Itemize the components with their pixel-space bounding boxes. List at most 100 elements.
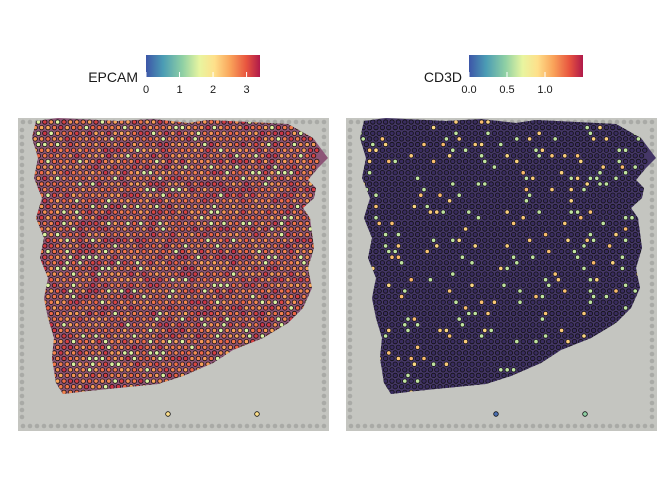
spot [96, 361, 102, 367]
spot [61, 198, 67, 204]
spot [494, 361, 501, 367]
spot [285, 299, 291, 305]
spot [430, 327, 437, 333]
spot [478, 344, 485, 350]
spot [565, 327, 571, 333]
spot [443, 316, 449, 322]
spot [253, 322, 259, 328]
spot [45, 226, 51, 232]
spot [64, 372, 70, 378]
spot [443, 248, 449, 255]
spot [58, 170, 64, 176]
spot [269, 316, 275, 322]
spot [205, 203, 211, 210]
colorbar-tick-label: 0.5 [499, 84, 514, 96]
spot [221, 232, 227, 238]
spot [112, 187, 118, 193]
spot [176, 344, 182, 350]
spot [616, 260, 622, 266]
spot [154, 125, 160, 131]
spot [440, 198, 446, 204]
spot [386, 170, 392, 176]
spot [462, 372, 469, 378]
spot [434, 344, 440, 350]
spot [186, 338, 192, 345]
spot [51, 215, 58, 221]
spot [285, 265, 291, 271]
spot [402, 164, 408, 170]
spot [558, 293, 565, 300]
spot [501, 215, 507, 221]
spot [74, 153, 80, 159]
spot [642, 158, 648, 164]
spot [408, 175, 414, 181]
spot [144, 175, 150, 181]
spot [498, 288, 504, 294]
spot [584, 226, 590, 232]
spot [195, 277, 201, 283]
spot [131, 288, 137, 294]
spot [501, 316, 507, 322]
spot [408, 299, 414, 305]
fiducial-dot [607, 119, 613, 125]
spot [74, 355, 80, 362]
spot [597, 293, 603, 300]
spot [83, 136, 90, 142]
spot [125, 333, 131, 339]
spot [103, 372, 109, 378]
spot [119, 333, 125, 339]
spot [405, 350, 411, 356]
spot [131, 130, 137, 136]
spot [112, 310, 118, 317]
spot [202, 355, 208, 362]
spot [215, 299, 221, 305]
spot [35, 175, 42, 181]
fiducial-dot [347, 253, 353, 259]
spot [173, 293, 179, 300]
fiducial-dot [649, 225, 655, 231]
spot [402, 265, 408, 271]
spot [176, 288, 182, 294]
spot [99, 299, 106, 305]
fiducial-dot [347, 400, 353, 406]
spot [186, 350, 192, 356]
spot [288, 158, 294, 164]
spot [485, 367, 491, 373]
spot [514, 271, 520, 277]
spot [456, 226, 462, 232]
spot [74, 220, 80, 226]
spot [179, 361, 185, 367]
spot [443, 260, 449, 266]
spot [472, 119, 478, 125]
spot [141, 293, 147, 300]
colorbar-tick-label: 3 [244, 84, 250, 96]
spot [247, 220, 253, 226]
spot [459, 187, 465, 193]
spot [472, 288, 478, 294]
spot [402, 175, 408, 181]
spot [106, 220, 112, 226]
spot [115, 203, 122, 210]
spot [183, 299, 189, 305]
spot [176, 187, 182, 193]
fiducial-dot [649, 386, 655, 392]
spot [562, 187, 568, 193]
spot [587, 164, 594, 170]
spot [382, 164, 389, 170]
spot [472, 299, 478, 305]
spot [536, 265, 542, 271]
spot [405, 192, 411, 198]
spot [278, 310, 285, 317]
spot [48, 187, 54, 193]
spot [183, 153, 189, 159]
spot [211, 260, 217, 266]
spot [231, 158, 237, 164]
spot [594, 130, 600, 136]
spot [363, 130, 369, 136]
spot [494, 203, 501, 210]
spot [208, 130, 214, 136]
spot [613, 198, 619, 204]
spot [307, 147, 313, 153]
spot [48, 310, 54, 317]
spot [243, 260, 249, 266]
